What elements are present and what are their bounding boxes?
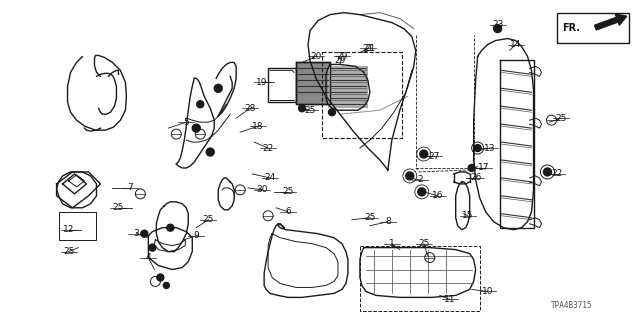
Text: 21: 21 — [362, 44, 374, 53]
Text: TPA4B3715: TPA4B3715 — [550, 301, 592, 310]
Circle shape — [298, 105, 305, 112]
Text: 26: 26 — [470, 173, 481, 182]
Text: 28: 28 — [244, 104, 256, 113]
Text: 5: 5 — [184, 118, 189, 127]
Circle shape — [214, 84, 222, 92]
Bar — [296, 62, 330, 104]
Text: 2: 2 — [417, 175, 422, 184]
Circle shape — [167, 224, 174, 231]
Bar — [322, 52, 402, 138]
Circle shape — [493, 25, 502, 33]
Text: 22: 22 — [552, 169, 563, 179]
Text: 14: 14 — [510, 40, 521, 49]
Text: 18: 18 — [252, 122, 264, 131]
Text: 11: 11 — [444, 295, 456, 304]
Text: 25: 25 — [556, 114, 567, 123]
Circle shape — [328, 109, 335, 116]
Text: 16: 16 — [432, 191, 444, 200]
Text: 4: 4 — [145, 253, 151, 262]
Text: 29: 29 — [334, 56, 346, 65]
FancyArrow shape — [595, 14, 627, 30]
Text: 27: 27 — [428, 151, 440, 161]
Circle shape — [141, 230, 148, 237]
Text: 9: 9 — [193, 231, 199, 240]
Text: 24: 24 — [264, 173, 276, 182]
Text: 8: 8 — [385, 217, 391, 226]
Bar — [268, 68, 296, 102]
Text: 20: 20 — [310, 52, 322, 61]
Text: 17: 17 — [478, 164, 490, 172]
Circle shape — [206, 148, 214, 156]
Circle shape — [196, 101, 204, 108]
Bar — [328, 67, 368, 108]
Circle shape — [149, 244, 156, 251]
Circle shape — [474, 145, 481, 152]
Circle shape — [468, 164, 475, 172]
Circle shape — [157, 274, 164, 281]
Circle shape — [163, 283, 170, 288]
Text: 25: 25 — [418, 239, 429, 248]
Text: 30: 30 — [257, 185, 268, 194]
Text: 10: 10 — [482, 287, 493, 296]
Bar — [557, 13, 629, 43]
Text: 29: 29 — [336, 52, 348, 61]
Text: 22: 22 — [262, 144, 274, 153]
Text: 25: 25 — [282, 188, 294, 196]
Text: 25: 25 — [364, 213, 376, 222]
Bar — [59, 212, 97, 240]
Text: 25: 25 — [202, 215, 214, 224]
Text: 7: 7 — [127, 183, 133, 192]
Text: 3: 3 — [134, 229, 140, 238]
Circle shape — [420, 150, 428, 158]
Text: 19: 19 — [257, 78, 268, 87]
Text: 1: 1 — [389, 239, 395, 248]
Text: 13: 13 — [484, 144, 495, 153]
Text: 12: 12 — [63, 225, 74, 234]
Text: 15: 15 — [462, 211, 474, 220]
Text: 23: 23 — [492, 20, 503, 29]
Text: 21: 21 — [364, 44, 376, 53]
Circle shape — [543, 168, 552, 176]
Text: 25: 25 — [113, 203, 124, 212]
Circle shape — [418, 188, 426, 196]
Text: FR.: FR. — [563, 23, 580, 33]
Text: 25: 25 — [63, 247, 74, 256]
Text: 25: 25 — [305, 106, 316, 115]
Bar — [360, 246, 479, 311]
Circle shape — [406, 172, 414, 180]
Text: 6: 6 — [285, 207, 291, 216]
Circle shape — [192, 124, 200, 132]
